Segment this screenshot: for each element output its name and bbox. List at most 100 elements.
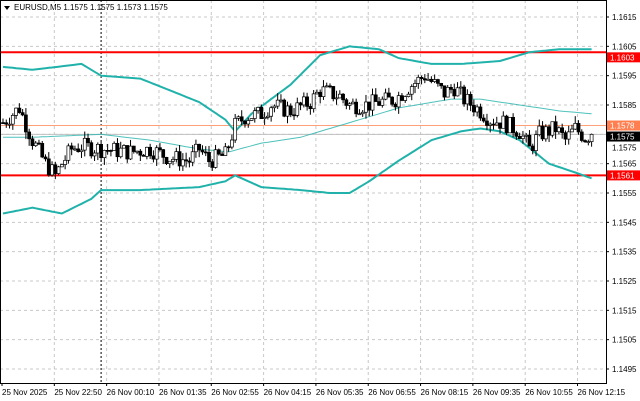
candle-body: [200, 149, 205, 153]
candle-body: [413, 83, 417, 87]
candle-body: [272, 105, 277, 109]
candle-body: [419, 76, 424, 79]
candle-body: [589, 133, 594, 143]
candle-body: [468, 93, 473, 106]
candle-body: [521, 135, 525, 139]
dropdown-arrow-icon: [4, 6, 10, 10]
candle-body: [125, 145, 130, 160]
candle-body: [462, 86, 466, 105]
plot-frame: [0, 0, 607, 384]
candle-body: [187, 160, 192, 163]
candle-body: [20, 112, 25, 116]
candle-body: [347, 103, 352, 106]
candle-body: [259, 106, 264, 120]
candle-body: [236, 116, 241, 119]
candle-body: [27, 131, 32, 140]
candle-body: [220, 153, 224, 156]
candle-body: [243, 120, 247, 125]
candle-body: [7, 123, 12, 126]
candle-body: [190, 151, 195, 163]
candle-body: [112, 142, 117, 151]
candle-body: [17, 107, 22, 113]
candle-body: [226, 146, 231, 149]
candle-body: [547, 126, 551, 136]
candle-body: [151, 155, 156, 160]
candle-body: [171, 159, 175, 162]
candle-body: [230, 139, 234, 148]
candle-body: [315, 91, 319, 95]
candle-body: [543, 126, 548, 140]
candle-body: [203, 151, 208, 154]
candle-body: [367, 101, 372, 111]
candle-body: [573, 123, 578, 130]
x-tick-label: 26 Nov 06:55: [368, 388, 416, 397]
candle-body: [360, 111, 365, 115]
candle-body: [102, 150, 107, 159]
candle-body: [63, 159, 67, 165]
price-badge-1.1561: [607, 170, 640, 181]
candle-body: [285, 105, 290, 117]
candle-body: [478, 106, 483, 119]
candle-body: [24, 114, 28, 133]
candle-body: [357, 113, 362, 116]
candle-body: [174, 151, 179, 160]
x-tick-label: 26 Nov 08:15: [421, 388, 469, 397]
candle-body: [86, 137, 90, 144]
candle-body: [56, 166, 61, 174]
candle-body: [76, 148, 81, 153]
candle-body: [115, 142, 120, 158]
bollinger-lower: [2, 127, 592, 215]
candle-body: [109, 150, 113, 152]
candle-body: [298, 102, 303, 106]
candle-body: [308, 106, 313, 110]
y-tick-label: 1.1515: [612, 306, 637, 315]
candle-body: [524, 134, 529, 137]
candle-body: [37, 142, 41, 145]
candle-body: [570, 128, 574, 133]
candle-body: [138, 150, 143, 156]
candle-body: [292, 114, 296, 117]
candle-body: [154, 147, 159, 160]
y-tick-label: 1.1565: [612, 160, 637, 169]
x-tick-label: 26 Nov 12:15: [578, 388, 626, 397]
candle-body: [579, 131, 584, 141]
x-tick-label: 26 Nov 00:10: [107, 388, 155, 397]
x-tick-label: 26 Nov 01:35: [159, 388, 207, 397]
candle-body: [105, 150, 110, 152]
candle-body: [4, 122, 9, 125]
candle-body: [50, 164, 54, 176]
candle-body: [390, 96, 394, 105]
candle-body: [442, 85, 447, 98]
candle-body: [439, 83, 444, 87]
candle-body: [10, 115, 15, 125]
candle-body: [213, 149, 218, 168]
x-tick-label: 26 Nov 02:55: [211, 388, 259, 397]
candle-body: [557, 127, 561, 133]
candle-body: [508, 116, 512, 134]
chart-title: EURUSD,M5 1.1575 1.1575 1.1573 1.1575: [14, 3, 168, 12]
x-tick-label: 26 Nov 05:35: [316, 388, 364, 397]
candle-body: [429, 78, 434, 82]
price-badge-label: 1.1578: [610, 122, 635, 131]
candle-body: [387, 92, 391, 98]
candle-body: [377, 101, 381, 106]
candle-body: [465, 93, 470, 105]
candle-body: [501, 115, 506, 129]
candle-body: [301, 96, 306, 106]
candle-body: [403, 96, 408, 101]
candle-body: [511, 116, 515, 134]
candle-body: [337, 93, 342, 99]
candle-body: [282, 99, 287, 117]
candle-body: [40, 143, 45, 158]
candles: [1, 72, 594, 180]
y-tick-label: 1.1495: [612, 365, 637, 374]
bollinger-middle: [3, 98, 592, 153]
candle-body: [517, 135, 522, 139]
candle-body: [181, 159, 185, 167]
candle-body: [66, 145, 71, 161]
candle-body: [481, 117, 486, 122]
candle-body: [30, 138, 35, 147]
candle-body: [131, 145, 136, 152]
candle-body: [288, 105, 293, 116]
